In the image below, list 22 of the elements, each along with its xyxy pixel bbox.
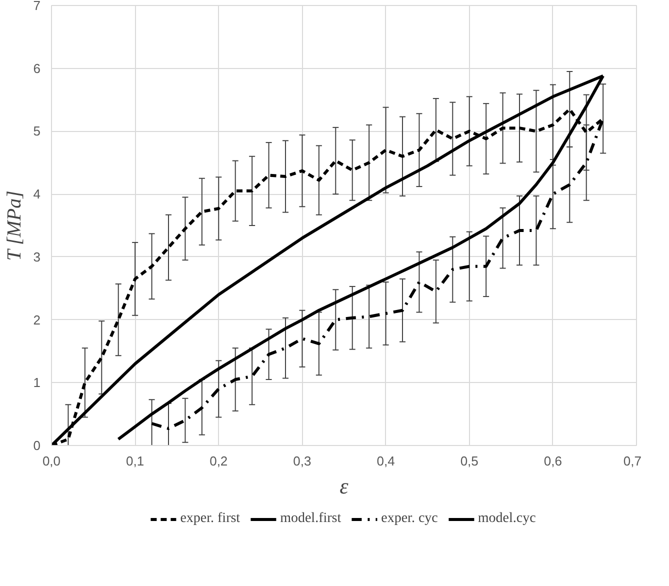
y-tick-label: 4 bbox=[33, 186, 41, 202]
legend-label: exper. cyc bbox=[381, 511, 438, 527]
x-tick-label: 0,6 bbox=[544, 454, 562, 468]
x-tick-label: 0,3 bbox=[293, 454, 312, 468]
legend-label: exper. first bbox=[180, 511, 240, 527]
x-tick-label: 0,2 bbox=[210, 454, 228, 468]
y-tick-label: 5 bbox=[33, 124, 41, 139]
y-tick-label: 2 bbox=[33, 312, 41, 328]
x-tick-label: 0,7 bbox=[623, 454, 642, 468]
legend-label: model.first bbox=[280, 511, 342, 527]
legend-label: model.cyc bbox=[478, 511, 536, 527]
y-axis-title: T [MPa] bbox=[3, 190, 26, 261]
y-tick-label: 6 bbox=[33, 60, 41, 76]
y-tick-label: 0 bbox=[33, 438, 41, 453]
y-tick-label: 7 bbox=[33, 0, 41, 13]
x-axis-title: ε bbox=[340, 474, 349, 498]
y-tick-label: 1 bbox=[33, 375, 41, 390]
x-tick-label: 0,0 bbox=[42, 454, 61, 468]
x-tick-label: 0,5 bbox=[460, 454, 478, 468]
x-tick-label: 0,4 bbox=[376, 454, 395, 468]
y-tick-label: 3 bbox=[33, 249, 41, 264]
x-tick-label: 0,1 bbox=[126, 454, 144, 468]
